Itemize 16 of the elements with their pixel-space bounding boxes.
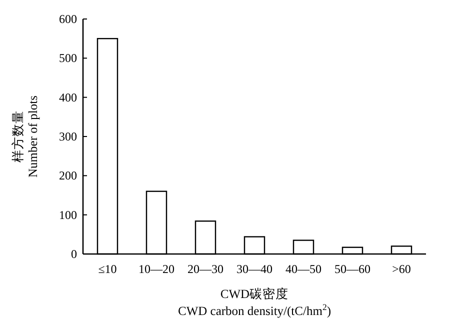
x-tick-label: 40—50 [286,262,322,276]
y-tick-label: 100 [59,208,77,222]
y-tick-label: 300 [59,130,77,144]
x-tick-label: ≤10 [98,262,117,276]
y-tick-label: 200 [59,168,77,183]
x-tick-label: 50—60 [334,262,370,276]
x-tick-label: 30—40 [236,262,272,276]
y-tick-label: 400 [59,90,77,104]
y-axis-title: 样方数量 Number of plots [10,95,40,178]
y-tick-label: 0 [71,247,77,261]
x-tick-label: 20—30 [188,262,224,276]
y-tick-label: 500 [59,51,77,66]
x-tick-label: 10—20 [138,262,174,276]
y-tick-label: 600 [59,12,77,26]
x-axis-title: CWD碳密度 CWD carbon density/(tC/hm$^{2}$) [178,286,331,318]
x-tick-label: >60 [392,262,411,276]
